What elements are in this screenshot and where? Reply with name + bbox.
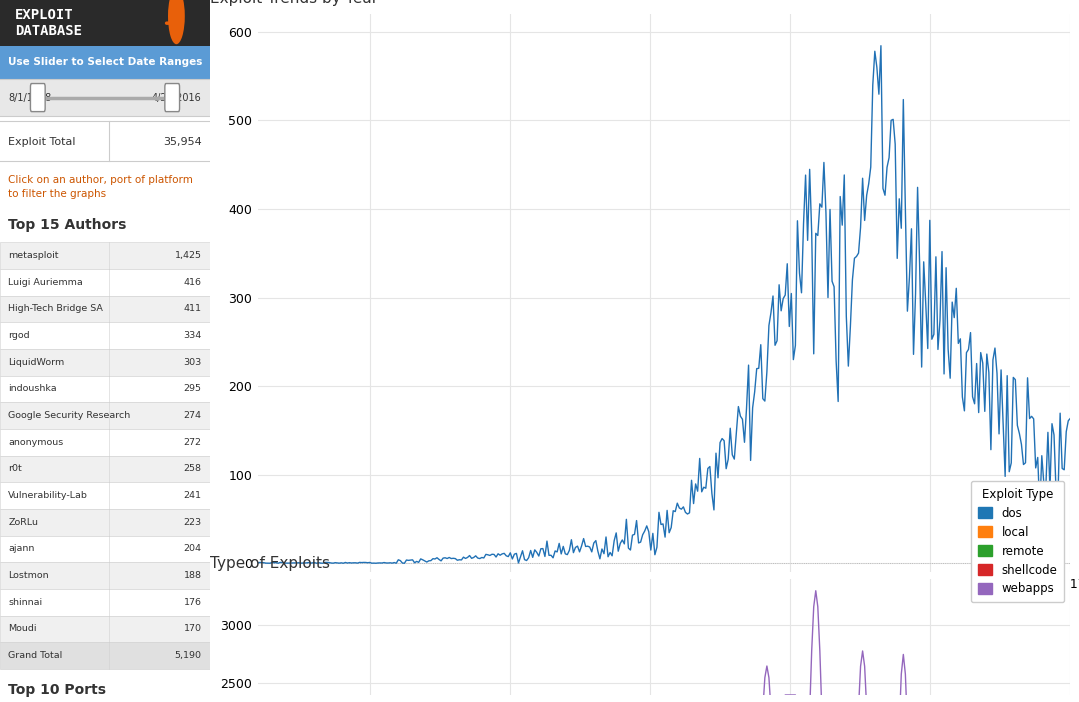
Text: 1,425: 1,425 bbox=[175, 251, 202, 260]
Bar bbox=[0, 429, 210, 456]
Bar bbox=[0, 121, 210, 161]
Text: Grand Total: Grand Total bbox=[9, 651, 63, 660]
Bar bbox=[0, 79, 210, 116]
FancyBboxPatch shape bbox=[30, 84, 45, 112]
Text: 295: 295 bbox=[183, 385, 202, 393]
Bar bbox=[0, 349, 210, 376]
Circle shape bbox=[168, 0, 185, 44]
Text: 8/1/1988: 8/1/1988 bbox=[9, 93, 52, 102]
Text: Use Slider to Select Date Ranges: Use Slider to Select Date Ranges bbox=[8, 58, 202, 67]
Bar bbox=[0, 456, 210, 482]
Text: DATABASE: DATABASE bbox=[15, 24, 82, 38]
Bar bbox=[0, 322, 210, 349]
Text: 334: 334 bbox=[183, 331, 202, 340]
Text: 416: 416 bbox=[183, 278, 202, 286]
Bar bbox=[0, 509, 210, 536]
Text: 411: 411 bbox=[183, 305, 202, 313]
Text: 272: 272 bbox=[183, 438, 202, 446]
Bar bbox=[0, 296, 210, 322]
Text: 258: 258 bbox=[183, 465, 202, 473]
Text: 35,954: 35,954 bbox=[163, 137, 202, 147]
Text: r0t: r0t bbox=[9, 465, 23, 473]
Text: rgod: rgod bbox=[9, 331, 30, 340]
Text: 170: 170 bbox=[183, 625, 202, 633]
Text: ajann: ajann bbox=[9, 545, 35, 553]
Text: 176: 176 bbox=[183, 598, 202, 607]
Text: 223: 223 bbox=[183, 518, 202, 526]
Legend: dos, local, remote, shellcode, webapps: dos, local, remote, shellcode, webapps bbox=[971, 481, 1064, 602]
Bar bbox=[0, 589, 210, 616]
Text: Type of Exploits: Type of Exploits bbox=[210, 556, 330, 571]
Text: metasploit: metasploit bbox=[9, 251, 59, 260]
Text: 204: 204 bbox=[183, 545, 202, 553]
Text: High-Tech Bridge SA: High-Tech Bridge SA bbox=[9, 305, 104, 313]
Text: Lostmon: Lostmon bbox=[9, 571, 49, 580]
Text: Top 10 Ports: Top 10 Ports bbox=[9, 683, 107, 697]
Text: ZoRLu: ZoRLu bbox=[9, 518, 39, 526]
Text: 188: 188 bbox=[183, 571, 202, 580]
Bar bbox=[0, 269, 210, 296]
Bar bbox=[0, 0, 210, 46]
Bar bbox=[0, 46, 210, 79]
Text: Exploit Trends by Year: Exploit Trends by Year bbox=[210, 0, 378, 6]
Text: 4/27/2016: 4/27/2016 bbox=[152, 93, 202, 102]
Text: shinnai: shinnai bbox=[9, 598, 42, 607]
Text: Luigi Auriemma: Luigi Auriemma bbox=[9, 278, 83, 286]
Bar bbox=[0, 642, 210, 669]
Text: LiquidWorm: LiquidWorm bbox=[9, 358, 65, 366]
Text: Google Security Research: Google Security Research bbox=[9, 411, 131, 420]
Text: indoushka: indoushka bbox=[9, 385, 57, 393]
Bar bbox=[0, 402, 210, 429]
Text: 241: 241 bbox=[183, 491, 202, 500]
Text: anonymous: anonymous bbox=[9, 438, 64, 446]
Bar bbox=[0, 536, 210, 562]
Bar bbox=[0, 242, 210, 269]
Bar bbox=[0, 562, 210, 589]
Text: Top 15 Authors: Top 15 Authors bbox=[9, 218, 126, 232]
Text: 274: 274 bbox=[183, 411, 202, 420]
Text: 303: 303 bbox=[183, 358, 202, 366]
Text: 5,190: 5,190 bbox=[175, 651, 202, 660]
FancyBboxPatch shape bbox=[165, 84, 179, 112]
Text: Moudi: Moudi bbox=[9, 625, 37, 633]
Text: Click on an author, port of platform
to filter the graphs: Click on an author, port of platform to … bbox=[9, 176, 193, 199]
Text: Vulnerability-Lab: Vulnerability-Lab bbox=[9, 491, 88, 500]
Bar bbox=[0, 616, 210, 642]
Bar bbox=[0, 482, 210, 509]
Text: EXPLOIT: EXPLOIT bbox=[15, 8, 73, 22]
Bar bbox=[0, 376, 210, 402]
Text: Exploit Total: Exploit Total bbox=[9, 137, 76, 147]
